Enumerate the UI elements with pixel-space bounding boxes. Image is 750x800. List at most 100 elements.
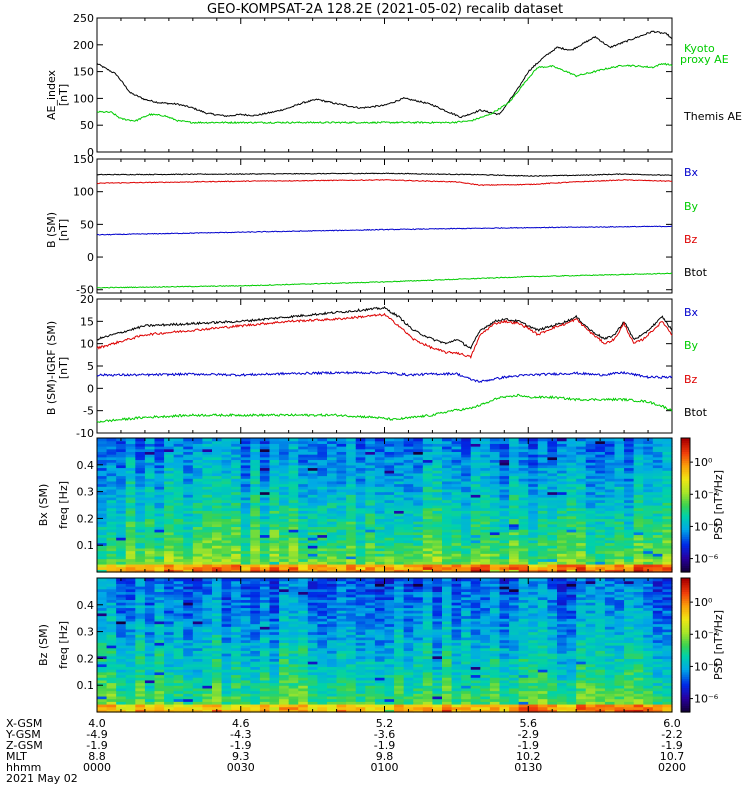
spectrogram-cell	[384, 650, 395, 654]
spectrogram-cell	[499, 440, 510, 444]
spectrogram-cell	[116, 486, 127, 490]
spectrogram-cell	[135, 443, 146, 447]
spectrogram-cell	[106, 671, 117, 676]
spectrogram-cell	[116, 634, 127, 638]
spectrogram-cell	[566, 459, 577, 463]
spectrogram-cell	[365, 569, 376, 573]
spectrogram-cell	[614, 488, 625, 493]
spectrogram-cell	[183, 671, 194, 676]
spectrogram-cell	[231, 701, 242, 705]
spectrogram-cell	[279, 480, 290, 485]
spectrogram-cell	[288, 502, 299, 506]
spectrogram-cell	[202, 653, 213, 657]
spectrogram-cell	[231, 586, 242, 590]
spectrogram-cell	[499, 515, 510, 519]
spectrogram-cell	[384, 553, 395, 557]
spectrogram-cell	[221, 669, 232, 673]
spectrogram-cell	[183, 563, 194, 568]
spectrogram-cell	[374, 599, 386, 603]
spectrogram-cell	[643, 534, 654, 538]
spectrogram-cell	[116, 653, 127, 657]
spectrogram-cell	[240, 647, 251, 651]
spectrogram-cell	[374, 566, 386, 570]
spectrogram-cell	[595, 472, 606, 477]
spectrogram-cell	[537, 448, 549, 452]
spectrogram-cell	[461, 523, 472, 528]
spectrogram-cell	[604, 454, 616, 458]
spectrogram-cell	[231, 486, 242, 490]
spectrogram-cell	[231, 698, 242, 702]
spectrogram-cell	[547, 446, 558, 450]
spectrogram-cell	[403, 663, 414, 668]
spectrogram-cell	[135, 515, 146, 519]
spectrogram-cell	[173, 446, 184, 450]
spectrogram-cell	[461, 483, 472, 487]
spectrogram-cell	[394, 563, 405, 568]
spectrogram-cell	[154, 443, 165, 447]
spectrogram-cell	[259, 494, 271, 498]
spectrogram-cell	[202, 448, 213, 452]
spectrogram-cell	[279, 679, 290, 684]
spectrogram-cell	[221, 687, 232, 692]
spectrogram-cell	[106, 475, 117, 479]
spectrogram-cell	[144, 440, 156, 444]
spectrogram-cell	[557, 553, 568, 557]
spectrogram-cell	[509, 539, 520, 544]
spectrogram-cell	[269, 709, 280, 713]
spectrogram-cell	[97, 685, 108, 689]
spectrogram-cell	[135, 634, 146, 638]
spectrogram-cell	[154, 569, 165, 573]
spectrogram-cell	[317, 677, 328, 681]
spectrogram-cell	[365, 604, 376, 609]
spectrogram-cell	[269, 462, 280, 466]
spectrogram-cell	[374, 451, 386, 455]
spectrogram-cell	[346, 698, 357, 702]
spectrogram-cell	[470, 566, 481, 570]
spectrogram-cell	[327, 451, 338, 455]
spectrogram-cell	[652, 496, 664, 501]
spectrogram-cell	[202, 677, 213, 681]
spectrogram-cell	[470, 470, 481, 474]
spectrogram-cell	[106, 586, 117, 590]
spectrogram-cell	[470, 448, 481, 452]
spectrogram-cell	[116, 472, 127, 477]
spectrogram-cell	[442, 488, 453, 493]
spectrogram-cell	[202, 591, 213, 595]
spectrogram-cell	[346, 682, 357, 686]
spectrogram-cell	[624, 563, 635, 568]
spectrogram-cell	[307, 671, 319, 676]
spectrogram-cell	[173, 454, 184, 458]
spectrogram-cell	[336, 685, 347, 689]
spectrogram-cell	[202, 679, 213, 684]
spectrogram-cell	[384, 464, 395, 469]
spectrogram-cell	[633, 496, 644, 501]
spectrogram-cell	[585, 510, 596, 514]
spectrogram-cell	[614, 555, 625, 560]
spectrogram-cell	[212, 685, 223, 689]
spectrogram-cell	[125, 671, 136, 676]
spectrogram-cell	[336, 550, 347, 554]
spectrogram-cell	[288, 464, 299, 469]
spectrogram-cell	[144, 653, 156, 657]
spectrogram-cell	[97, 655, 108, 659]
spectrogram-cell	[259, 693, 271, 697]
spectrogram-cell	[643, 499, 654, 503]
spectrogram-cell	[173, 628, 184, 633]
spectrogram-cell	[97, 583, 108, 587]
spectrogram-cell	[279, 507, 290, 511]
spectrogram-cell	[461, 470, 472, 474]
spectrogram-cell	[231, 438, 242, 442]
spectrogram-cell	[624, 488, 635, 493]
spectrogram-cell	[394, 531, 405, 536]
spectrogram-cell	[298, 486, 309, 490]
spectrogram-cell	[422, 499, 434, 503]
spectrogram-cell	[221, 655, 232, 659]
spectrogram-cell	[480, 555, 491, 560]
spectrogram-cell	[240, 594, 251, 598]
spectrogram-cell	[259, 666, 271, 670]
spectrogram-cell	[355, 631, 366, 635]
spectrogram-cell	[135, 701, 146, 705]
spectrogram-cell	[192, 645, 204, 649]
spectrogram-cell	[135, 462, 146, 466]
spectrogram-cell	[125, 550, 136, 554]
